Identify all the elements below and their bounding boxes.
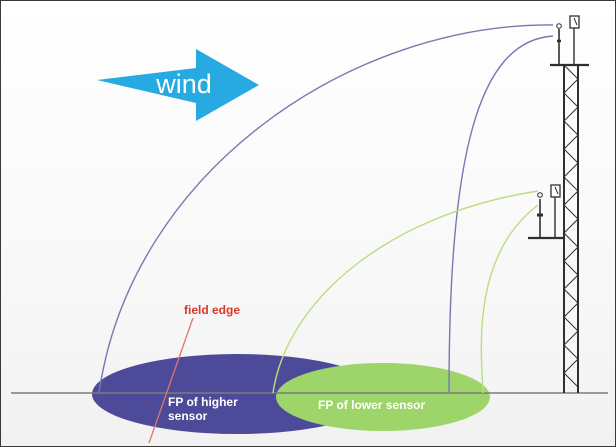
fp-higher-label-line-1: FP of higher [168,395,238,409]
field-edge-line [148,317,194,444]
fp-lower-sensor-ellipse [276,363,490,431]
wind-arrow-icon: wind [97,49,259,121]
fp-higher-label-line-2: sensor [168,409,208,423]
lower-sensor-path-outer [272,190,539,394]
lower-sensor-path-inner [480,204,539,394]
lower-sensor-icon [528,184,565,240]
upper-sensor-icon [550,15,589,67]
field-edge-label: field edge [184,303,240,317]
higher-sensor-path-inner [448,35,554,394]
wind-label: wind [155,69,212,99]
lattice-tower-icon [563,64,579,393]
higher-sensor-path-outer [98,24,554,394]
fp-lower-label: FP of lower sensor [318,398,425,412]
